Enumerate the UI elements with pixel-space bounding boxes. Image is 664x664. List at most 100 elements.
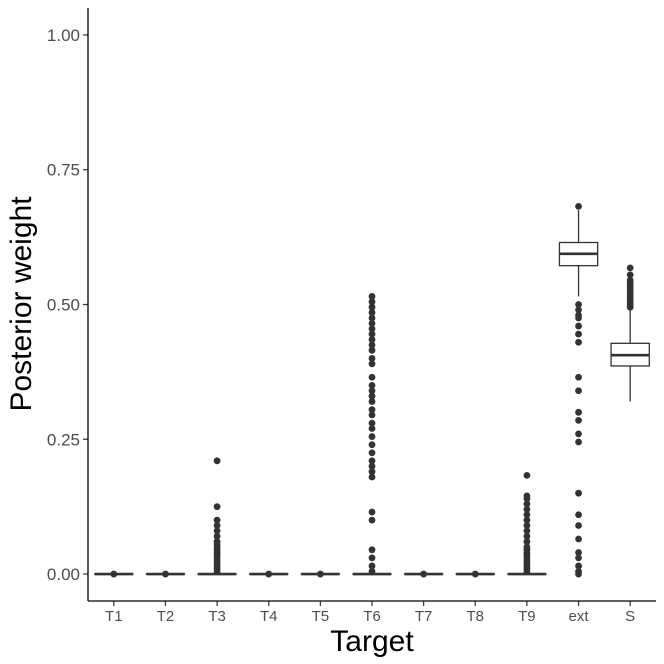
outlier-point (575, 408, 582, 416)
outlier-point (575, 430, 582, 438)
box-t2 (145, 570, 186, 578)
outlier-point (368, 293, 376, 300)
outlier-point (368, 336, 376, 343)
outlier-point (213, 527, 221, 535)
outlier-point (523, 532, 531, 540)
y-tick-label: 1.00 (47, 26, 80, 45)
y-tick-label: 0.75 (47, 161, 80, 180)
outlier-point (523, 511, 531, 519)
x-tick-label-t3: T3 (208, 608, 226, 625)
outlier-point (575, 314, 582, 322)
outlier-point (368, 341, 376, 349)
outlier-point (368, 355, 376, 362)
outlier-point (213, 522, 221, 529)
outlier-point (368, 309, 376, 316)
outlier-point (368, 516, 376, 524)
box-ext (558, 202, 599, 578)
outlier-point (368, 457, 376, 465)
outlier-point (626, 264, 634, 272)
outlier-point (368, 406, 376, 414)
x-tick-label-t9: T9 (518, 608, 536, 625)
outlier-point (368, 441, 376, 449)
y-axis-ticks: 0.00 0.25 0.50 0.75 1.00 (47, 26, 88, 584)
outlier-point (162, 570, 169, 578)
outlier-point (368, 373, 376, 381)
box-t1 (94, 570, 134, 578)
outlier-point (523, 495, 531, 502)
y-tick-label: 0.25 (47, 430, 80, 449)
outlier-point (368, 554, 376, 562)
outlier-point (110, 570, 118, 578)
outlier-point (368, 562, 376, 570)
outlier-point (368, 360, 376, 368)
y-tick-label: 0.00 (47, 565, 80, 584)
box-series (94, 202, 650, 578)
outlier-point (368, 433, 376, 440)
outlier-point (575, 301, 582, 308)
outlier-point (575, 489, 582, 497)
x-tick-label-s: S (625, 608, 635, 625)
outlier-point (213, 503, 221, 511)
outlier-point (523, 538, 531, 546)
outlier-point (575, 373, 582, 381)
outlier-point (575, 549, 582, 556)
outlier-point (575, 438, 582, 446)
x-tick-label-ext: ext (569, 608, 590, 625)
outlier-point (575, 306, 582, 314)
outlier-point (368, 567, 376, 575)
outlier-point (575, 570, 582, 578)
outlier-point (523, 527, 531, 535)
box-t6 (352, 293, 392, 576)
outlier-point (575, 562, 582, 570)
outlier-point (368, 425, 376, 432)
outlier-point (523, 567, 531, 575)
outlier-point (368, 449, 376, 457)
outlier-point (523, 522, 531, 529)
outlier-point (420, 570, 428, 578)
x-tick-label-t4: T4 (260, 608, 278, 625)
outlier-point (368, 298, 376, 306)
outlier-point (471, 570, 479, 578)
outlier-point (575, 511, 582, 519)
box-t5 (300, 570, 341, 578)
outlier-point (368, 546, 376, 554)
x-tick-label-t6: T6 (363, 608, 381, 625)
outlier-point (213, 457, 221, 465)
box-t8 (455, 570, 496, 578)
outlier-point (368, 468, 376, 476)
outlier-point (368, 411, 376, 419)
outlier-point (368, 462, 376, 470)
outlier-point (575, 417, 582, 424)
outlier-point (626, 303, 634, 311)
outlier-point (575, 330, 582, 338)
x-tick-label-t8: T8 (467, 608, 485, 625)
x-tick-label-t1: T1 (105, 608, 123, 625)
outlier-point (368, 319, 376, 327)
box-t7 (403, 570, 444, 578)
outlier-point (575, 554, 582, 562)
outlier-point (265, 570, 273, 578)
outlier-point (575, 522, 582, 529)
outlier-point (368, 330, 376, 338)
outlier-point (213, 567, 221, 575)
outlier-point (368, 381, 376, 389)
outlier-point (213, 532, 221, 540)
outlier-point (316, 570, 324, 578)
x-tick-label-t5: T5 (312, 608, 330, 625)
outlier-point (575, 322, 582, 330)
outlier-point (368, 508, 376, 516)
box-t9 (507, 471, 547, 576)
y-axis-title: Posterior weight (5, 196, 38, 412)
outlier-point (575, 387, 582, 395)
x-tick-label-t7: T7 (415, 608, 433, 625)
x-axis-title: Target (330, 625, 414, 658)
y-tick-label: 0.50 (47, 296, 80, 315)
outlier-point (368, 314, 376, 322)
outlier-point (575, 338, 582, 346)
outlier-point (523, 471, 531, 479)
box-t3 (197, 457, 237, 576)
outlier-point (368, 398, 376, 405)
outlier-point (523, 505, 531, 513)
outlier-point (368, 346, 376, 354)
